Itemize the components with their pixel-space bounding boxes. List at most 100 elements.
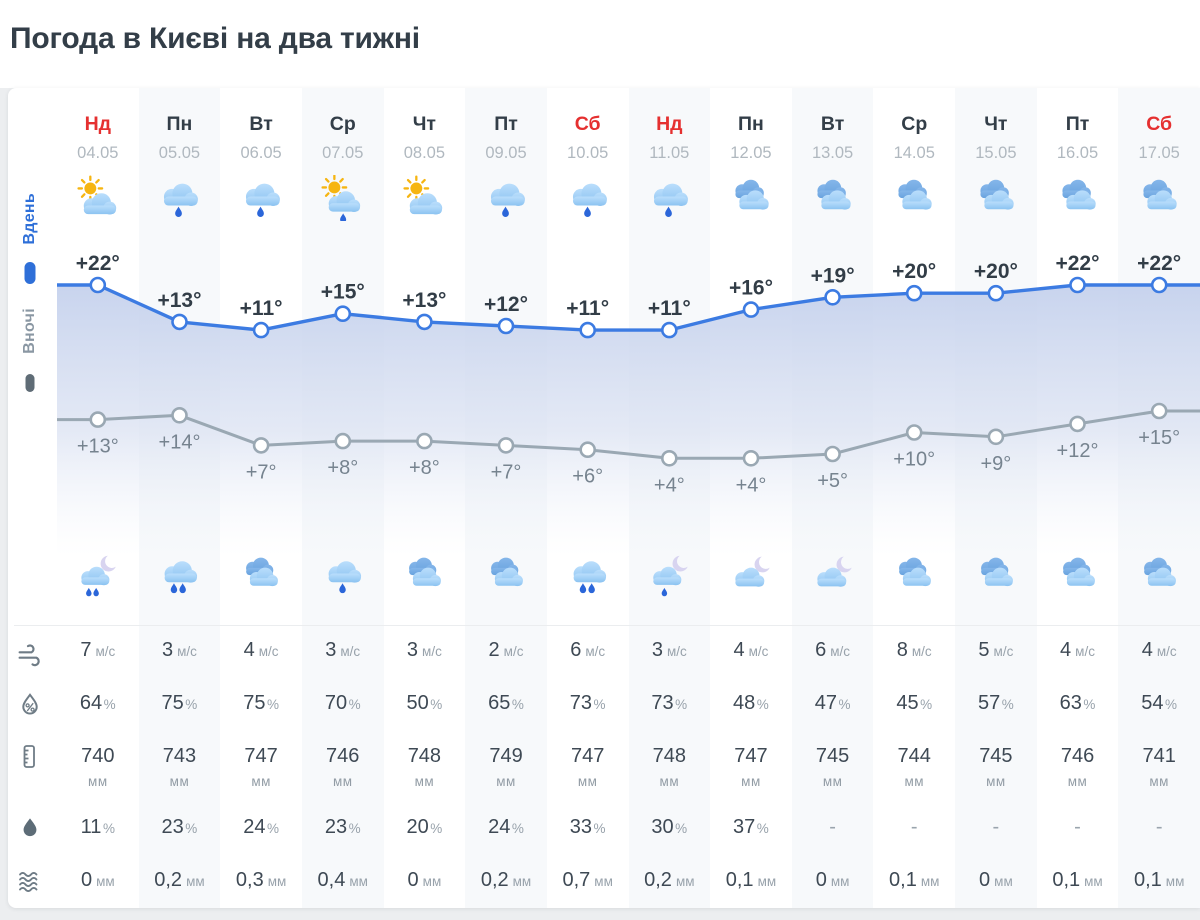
clouds-icon [220, 553, 302, 597]
page-header: Погода в Києві на два тижні [0, 0, 1200, 88]
night-temp-marker [987, 428, 1005, 446]
day-temp-label: +13° [157, 289, 201, 312]
legend-night-label[interactable]: Вночі [21, 308, 38, 354]
humidity-value: 54% [1141, 692, 1178, 714]
moon-cloud-rain-icon [629, 553, 711, 597]
clouds-icon [1118, 175, 1200, 221]
wind-value: 4 м/с [1141, 639, 1177, 661]
night-temp-marker [416, 432, 433, 450]
date-label: 17.05 [1138, 144, 1180, 162]
precip-amount-value: 0,2 мм [644, 869, 695, 891]
night-temp-marker [579, 441, 597, 458]
precip-probability-value: - [829, 816, 836, 838]
clouds-icon [873, 553, 955, 597]
night-temp-line [57, 409, 1200, 460]
day-column-10.05[interactable]: Сб 10.05 6 м/с 73% 747 мм 33% 0,7 мм [547, 88, 629, 908]
day-column-06.05[interactable]: Вт 06.05 4 м/с 75% 747 мм 24% 0,3 мм [220, 88, 302, 908]
pressure-unit: мм [496, 774, 516, 789]
day-temp-line [57, 283, 1200, 332]
legend-day-label[interactable]: Вдень [21, 193, 38, 245]
day-temp-area [57, 285, 1200, 556]
day-name-label: Пт [1065, 113, 1090, 135]
day-name-label: Нд [656, 113, 683, 135]
day-temp-label: +19° [811, 264, 855, 287]
day-name-label: Ср [329, 113, 356, 135]
clouds-icon [1037, 175, 1119, 221]
pressure-unit: мм [169, 774, 190, 789]
day-temp-label: +20° [974, 260, 1018, 283]
night-temp-label: +14° [159, 431, 201, 453]
night-temp-label: +12° [1057, 440, 1099, 462]
pressure-value: 747 [734, 745, 768, 767]
day-column-14.05[interactable]: Ср 14.05 8 м/с 45% 744 мм - 0,1 мм [873, 88, 955, 908]
pressure-unit: мм [251, 774, 271, 789]
night-temp-label: +15° [1138, 427, 1180, 449]
day-column-04.05[interactable]: Нд 04.05 7 м/с 64% 740 мм 11% 0 мм [57, 88, 139, 908]
day-temp-marker [334, 305, 352, 322]
day-name-label: Ср [901, 113, 928, 135]
date-label: 10.05 [567, 144, 609, 162]
day-column-12.05[interactable]: Пн 12.05 4 м/с 48% 747 мм 37% 0,1 мм [710, 88, 792, 908]
cloud-rain2-icon [139, 553, 221, 597]
wind-value: 3 м/с [325, 639, 361, 661]
date-label: 14.05 [893, 144, 935, 162]
wind-value: 3 м/с [161, 639, 197, 661]
day-temp-label: +22° [1137, 252, 1181, 275]
pressure-value: 748 [407, 745, 442, 767]
night-temp-marker [252, 437, 270, 454]
night-temp-label: +9° [980, 453, 1011, 475]
legend-night-pill[interactable] [25, 374, 35, 392]
precip-amount-value: 0,1 мм [1052, 869, 1103, 891]
precip-probability-value: 24% [243, 816, 279, 838]
humidity-value: 73% [651, 692, 688, 714]
cloud-rain-icon [629, 175, 711, 221]
date-label: 12.05 [730, 144, 772, 162]
clouds-icon [792, 175, 874, 221]
precip-probability-value: 11% [80, 816, 115, 838]
cloud-rain-icon [220, 175, 302, 221]
precip-probability-value: 23% [161, 816, 198, 838]
precip-amount-value: 0,1 мм [889, 869, 940, 891]
precip-amount-value: 0,2 мм [480, 869, 532, 891]
precip-amount-value: 0,3 мм [235, 869, 287, 891]
night-temp-marker [1069, 415, 1086, 433]
night-temp-label: +7° [246, 461, 277, 483]
wind-icon [16, 642, 46, 673]
humidity-value: 50% [406, 692, 443, 714]
wind-value: 3 м/с [406, 639, 442, 661]
precip-probability-icon [19, 815, 41, 846]
precip-probability-value: 37% [733, 816, 769, 838]
day-name-label: Пт [494, 113, 518, 135]
day-name-label: Чт [412, 113, 436, 135]
pressure-unit: мм [1149, 774, 1169, 789]
clouds-icon [465, 553, 547, 597]
night-temp-label: +13° [77, 436, 119, 458]
moon-cloud-icon [792, 553, 874, 597]
date-label: 15.05 [975, 144, 1017, 162]
humidity-value: 65% [488, 692, 524, 714]
day-column-16.05[interactable]: Пт 16.05 4 м/с 63% 746 мм - 0,1 мм [1037, 88, 1119, 908]
date-label: 04.05 [77, 144, 119, 162]
day-temp-marker [1150, 276, 1168, 294]
pressure-value: 745 [815, 745, 850, 767]
legend-day-pill[interactable] [24, 262, 36, 284]
night-temp-marker [824, 445, 841, 463]
wind-value: 7 м/с [80, 639, 116, 661]
clouds-icon [1037, 553, 1119, 597]
day-column-08.05[interactable]: Чт 08.05 3 м/с 50% 748 мм 20% 0 мм [384, 88, 466, 908]
day-temp-marker [171, 313, 188, 331]
date-label: 13.05 [811, 144, 854, 162]
precip-amount-icon [16, 870, 44, 901]
sun-cloud-icon [57, 175, 139, 221]
date-label: 05.05 [158, 144, 201, 162]
day-name-label: Сб [574, 113, 601, 135]
night-temp-label: +4° [654, 474, 685, 496]
cloud-rain-icon [465, 175, 547, 221]
pressure-unit: мм [741, 774, 761, 789]
day-name-label: Вт [249, 113, 273, 135]
clouds-icon [710, 175, 792, 221]
pressure-unit: мм [88, 774, 108, 789]
precip-amount-value: 0 мм [407, 869, 442, 891]
day-temp-label: +11° [240, 297, 283, 320]
